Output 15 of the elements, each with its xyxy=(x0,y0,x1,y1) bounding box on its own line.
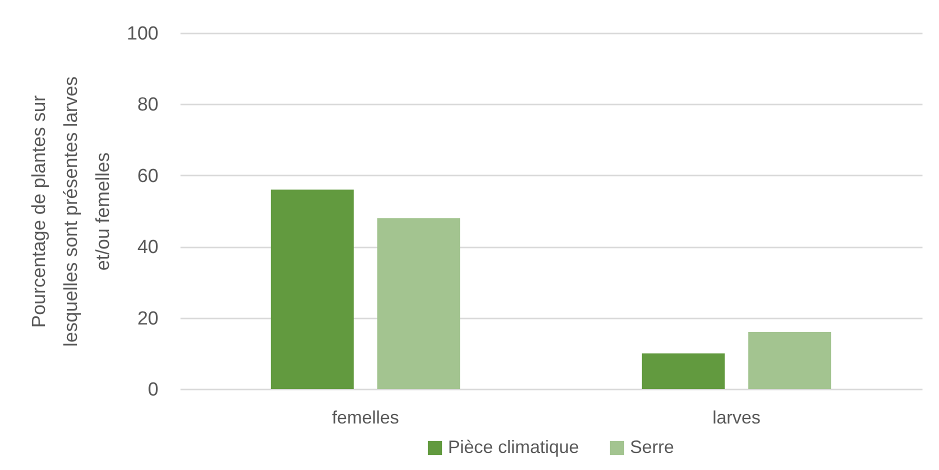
legend-label: Serre xyxy=(630,437,674,457)
y-axis-title: Pourcentage de plantes sur lesquelles sont présentes larves et/ou femelles xyxy=(28,76,114,347)
x-tick-label: larves xyxy=(712,408,761,428)
y-tick-label: 0 xyxy=(148,380,158,400)
y-tick-label: 100 xyxy=(126,24,158,44)
legend-label: Pièce climatique xyxy=(448,437,580,457)
bar xyxy=(377,218,460,389)
y-tick-label: 20 xyxy=(137,308,158,330)
bar xyxy=(270,190,354,389)
bar xyxy=(748,332,832,389)
y-tick-label: 60 xyxy=(137,166,158,187)
bar xyxy=(642,353,725,389)
y-tick-label: 80 xyxy=(137,94,158,116)
x-tick-label: femelles xyxy=(332,408,400,428)
y-tick-label: 40 xyxy=(137,237,158,258)
